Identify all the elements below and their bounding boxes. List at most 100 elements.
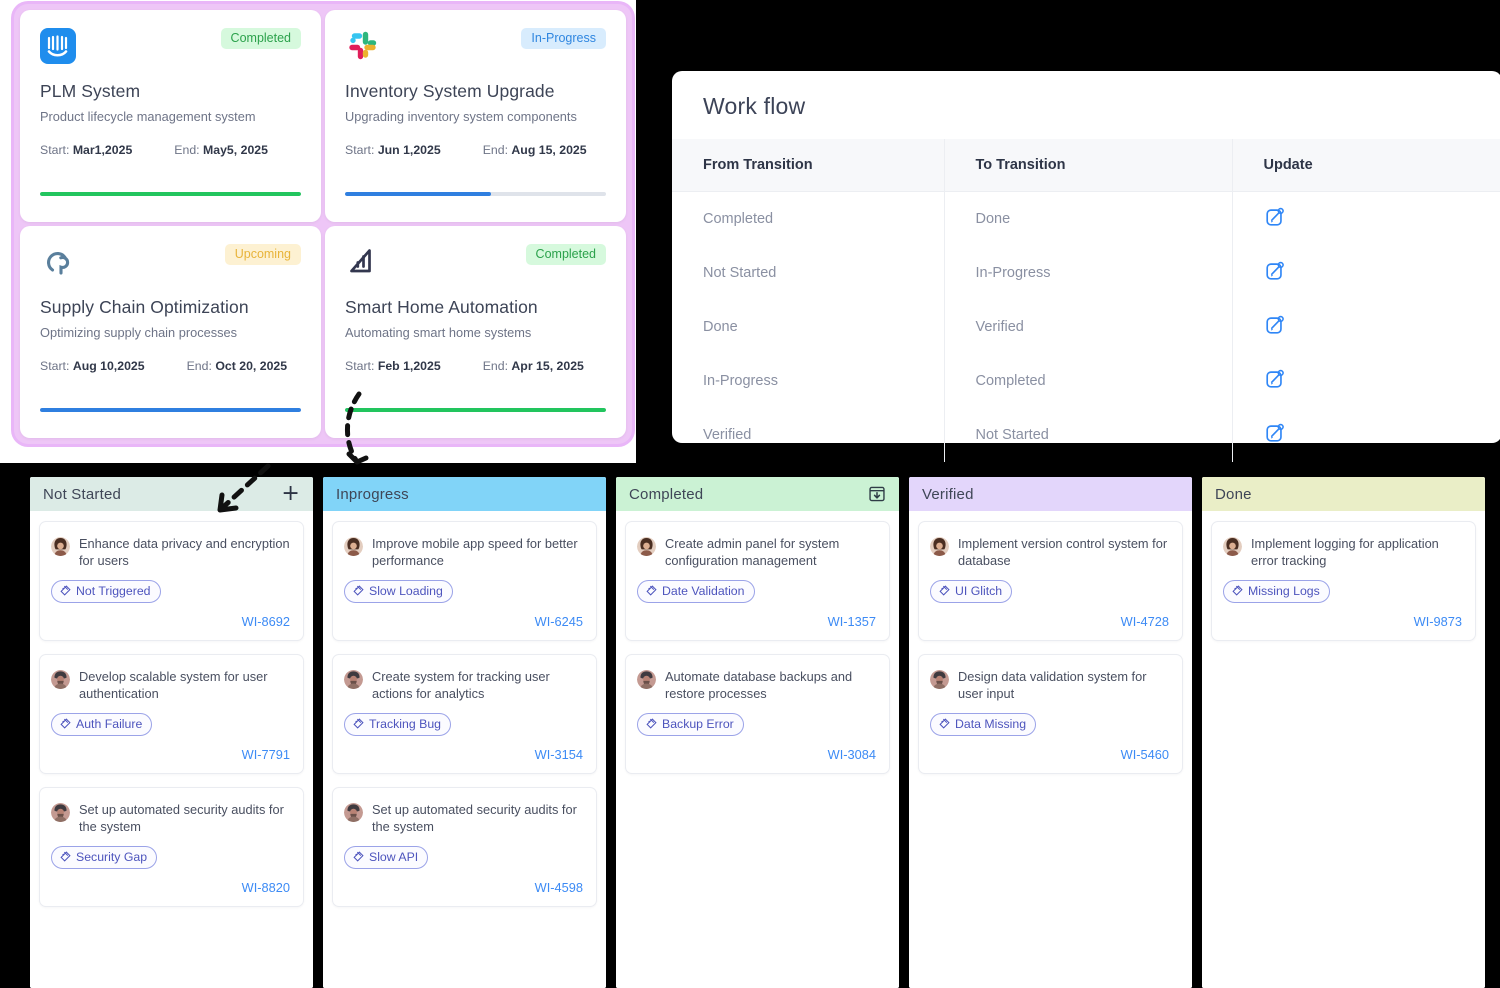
work-item-tag-label: Data Missing [955, 717, 1027, 732]
work-item-title: Automate database backups and restore pr… [665, 669, 853, 702]
work-item-title: Create system for tracking user actions … [372, 669, 550, 702]
kanban-column-body: Enhance data privacy and encryption for … [30, 511, 313, 988]
end-value: May5, 2025 [203, 143, 268, 157]
work-item-id[interactable]: WI-9873 [1413, 614, 1462, 630]
work-item-id[interactable]: WI-7791 [241, 747, 290, 763]
start-value: Mar1,2025 [72, 143, 133, 157]
status-badge: In-Progress [521, 28, 606, 50]
column-header-update: Update [1231, 139, 1500, 192]
work-item-card[interactable]: Implement version control system for dat… [918, 521, 1183, 642]
work-item-card[interactable]: Design data validation system for user i… [918, 654, 1183, 775]
archive-download-icon[interactable] [868, 485, 886, 503]
avatar [1223, 537, 1242, 556]
avatar [930, 537, 949, 556]
update-cell [1231, 354, 1500, 408]
work-item-id[interactable]: WI-3154 [534, 747, 583, 763]
status-badge: Completed [220, 28, 301, 50]
project-card[interactable]: Completed PLM System Product lifecycle m… [20, 10, 321, 222]
work-item-tag[interactable]: Missing Logs [1223, 580, 1330, 604]
project-card[interactable]: Upcoming Supply Chain Optimization Optim… [20, 226, 321, 438]
tag-icon [939, 718, 950, 729]
work-item-tag[interactable]: Slow Loading [344, 580, 453, 604]
work-item-id[interactable]: WI-4598 [534, 880, 583, 896]
progress-bar [345, 192, 606, 196]
work-item-tag-label: Auth Failure [76, 717, 143, 732]
work-item-id[interactable]: WI-4728 [1120, 614, 1169, 630]
from-transition-cell: Done [703, 319, 738, 335]
kanban-column-header: Done [1202, 477, 1485, 511]
work-item-tag[interactable]: Tracking Bug [344, 713, 451, 737]
kanban-column-done: Done Implement logging for application e… [1202, 477, 1485, 988]
kanban-column-title: Verified [922, 485, 974, 503]
edit-square-icon[interactable] [1264, 206, 1286, 228]
kanban-column-header: Completed [616, 477, 899, 511]
kanban-column-body: Improve mobile app speed for better perf… [323, 511, 606, 988]
work-item-tag[interactable]: Security Gap [51, 846, 158, 870]
work-item-id[interactable]: WI-5460 [1120, 747, 1169, 763]
work-item-tag[interactable]: Auth Failure [51, 713, 153, 737]
project-dates: Start: Jun 1,2025 End: Aug 15, 2025 [345, 143, 606, 157]
work-item-main: Set up automated security audits for the… [51, 801, 290, 835]
work-item-id[interactable]: WI-1357 [827, 614, 876, 630]
work-item-card[interactable]: Create admin panel for system configurat… [625, 521, 890, 642]
update-cell [1231, 191, 1500, 246]
tag-icon [646, 718, 657, 729]
work-item-tag-label: Slow Loading [369, 584, 443, 599]
kanban-column-completed: Completed Create admin panel for system … [616, 477, 899, 988]
start-value: Feb 1,2025 [377, 359, 441, 373]
kanban-column-body: Create admin panel for system configurat… [616, 511, 899, 988]
work-item-card[interactable]: Set up automated security audits for the… [39, 787, 304, 908]
kanban-column-header: Verified [909, 477, 1192, 511]
progress-bar-fill [345, 408, 606, 412]
pocket-pin-icon [47, 252, 70, 275]
work-item-card[interactable]: Implement logging for application error … [1211, 521, 1476, 642]
work-item-tag[interactable]: Not Triggered [51, 580, 161, 604]
edit-square-icon[interactable] [1264, 422, 1286, 444]
work-item-id[interactable]: WI-8692 [241, 614, 290, 630]
from-transition-cell: In-Progress [703, 373, 778, 389]
work-item-card[interactable]: Develop scalable system for user authent… [39, 654, 304, 775]
table-row: Done Verified [672, 300, 1500, 354]
work-item-tag[interactable]: UI Glitch [930, 580, 1013, 604]
work-item-id[interactable]: WI-6245 [534, 614, 583, 630]
work-item-card[interactable]: Improve mobile app speed for better perf… [332, 521, 597, 642]
work-item-id[interactable]: WI-8820 [241, 880, 290, 896]
start-label: Start: [345, 143, 375, 157]
tag-icon [353, 851, 364, 862]
progress-bar-fill [40, 192, 301, 196]
end-date: End: Aug 15, 2025 [483, 143, 587, 157]
project-card[interactable]: Completed Smart Home Automation Automati… [325, 226, 626, 438]
end-label: End: [174, 143, 200, 157]
to-transition-cell: Not Started [943, 408, 1232, 462]
end-date: End: Apr 15, 2025 [483, 359, 584, 373]
work-item-tag[interactable]: Slow API [344, 846, 429, 870]
project-card[interactable]: In-Progress Inventory System Upgrade Upg… [325, 10, 626, 222]
work-item-title: Improve mobile app speed for better perf… [372, 536, 578, 569]
work-item-tag[interactable]: Date Validation [637, 580, 755, 604]
work-item-main: Implement logging for application error … [1223, 535, 1462, 569]
kanban-column-header: Inprogress [323, 477, 606, 511]
work-item-tag[interactable]: Backup Error [637, 713, 744, 737]
avatar [930, 670, 949, 690]
work-item-main: Create system for tracking user actions … [344, 668, 583, 702]
start-date: Start: Aug 10,2025 [40, 359, 145, 373]
edit-square-icon[interactable] [1264, 368, 1286, 390]
kanban-column-not-started: Not Started + Enhance data privacy and e… [30, 477, 313, 988]
work-item-tag-label: Backup Error [662, 717, 734, 732]
to-transition-cell: Completed [943, 354, 1232, 408]
workflow-table: From Transition To Transition Update Com… [672, 139, 1500, 462]
work-item-id[interactable]: WI-3084 [827, 747, 876, 763]
work-item-card[interactable]: Enhance data privacy and encryption for … [39, 521, 304, 642]
work-item-card[interactable]: Create system for tracking user actions … [332, 654, 597, 775]
work-item-card[interactable]: Set up automated security audits for the… [332, 787, 597, 908]
from-transition-cell: Completed [703, 211, 774, 227]
start-date: Start: Mar1,2025 [40, 143, 132, 157]
progress-bar [40, 192, 301, 196]
work-item-tag-label: Missing Logs [1248, 584, 1320, 599]
update-cell [1231, 246, 1500, 300]
plus-icon[interactable]: + [281, 481, 300, 506]
work-item-card[interactable]: Automate database backups and restore pr… [625, 654, 890, 775]
work-item-tag[interactable]: Data Missing [930, 713, 1037, 737]
edit-square-icon[interactable] [1264, 314, 1286, 336]
edit-square-icon[interactable] [1264, 260, 1286, 282]
